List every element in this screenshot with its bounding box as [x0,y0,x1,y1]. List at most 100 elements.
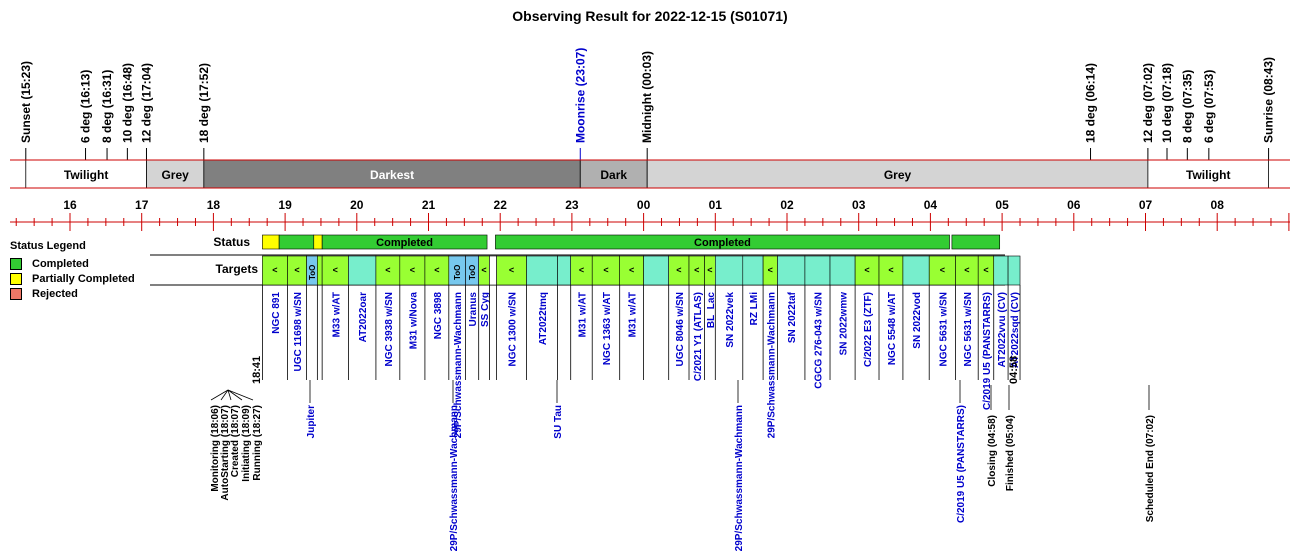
target-mark: < [294,265,299,275]
target-mark: < [603,265,608,275]
hour-tick-label: 08 [1211,198,1225,212]
hour-tick-label: 21 [422,198,436,212]
hour-tick-label: 18 [207,198,221,212]
bottom-event-label: 29P/Schwassmann-Wachmann [449,405,460,551]
target-block [399,255,426,286]
legend-swatch [10,287,22,300]
target-block [489,255,497,286]
targets-row-label: Targets [216,262,259,276]
target-name: CGCG 276-043 w/SN [813,292,824,389]
status-block [262,234,280,250]
status-row-label: Status [213,235,250,249]
hour-tick-label: 03 [852,198,866,212]
target-name: NGC 1300 w/SN [508,292,519,366]
hour-axis: 16 17 18 19 20 21 22 23 00 01 02 03 04 05 06 07 08 [10,198,1290,231]
status-legend: Status Legend Completed Partially Complet… [10,240,160,301]
target-name: M31 w/AT [577,292,588,337]
sky-event-label: 6 deg (07:53) [1202,70,1216,143]
target-block [993,255,1009,286]
target-block [902,255,930,286]
target-name: AT2022tmq [538,292,549,345]
sky-event-label: 8 deg (07:35) [1180,70,1194,143]
legend-title: Status Legend [10,240,86,252]
target-too-mark: ToO [308,265,317,280]
target-mark: < [983,265,988,275]
sky-event-label: Sunset (15:23) [19,61,33,143]
target-mark: < [964,265,969,275]
target-block [321,255,349,286]
legend-swatch [10,257,22,270]
target-name: SS Cyg [480,292,491,327]
target-name: C/2019 U5 (PANSTARRS) [982,292,993,410]
target-mark: < [694,265,699,275]
bottom-event-label: SU Tau [553,405,564,439]
bottom-event-label: Jupiter [306,405,317,438]
target-mark: < [410,265,415,275]
target-mark: < [481,265,486,275]
bottom-event-label: Running (18:27) [252,405,263,481]
sky-band [203,159,581,189]
target-name: AT2022oar [358,292,369,343]
target-name: NGC 5631 w/SN [938,292,949,366]
target-mark: < [940,265,945,275]
start-time-label: 18:41 [251,356,263,384]
status-block [321,234,488,250]
target-block [557,255,572,286]
target-mark: < [509,265,514,275]
target-name: M31 w/AT [628,292,639,337]
target-name: RZ LMi [749,292,760,326]
target-too-mark: ToO [468,265,477,280]
target-mark: < [864,265,869,275]
hour-tick-label: 20 [350,198,364,212]
target-mark: < [768,265,773,275]
target-name: 29P/Schwassmann-Wachmann [766,292,777,438]
sky-condition-bands: Twilight Grey Darkest Dark Grey Twilight [10,159,1290,189]
target-too-mark: ToO [453,265,462,280]
target-block [262,255,288,286]
target-name: SN 2022wmw [839,292,850,356]
target-name: SN 2022taf [787,291,798,343]
legend-items: Completed Partially Completed Rejected [10,256,160,301]
sky-event-label: 8 deg (16:31) [100,70,114,143]
hour-tick-label: 06 [1067,198,1081,212]
bottom-event-label: Created (18:07) [230,405,241,477]
status-row: Completed Completed [150,234,1005,256]
bottom-event-connector [227,389,232,401]
bottom-event-label: C/2019 U5 (PANSTARRS) [956,405,967,523]
target-mark: < [579,265,584,275]
bottom-event-connector [227,389,254,401]
sky-event-label: Midnight (00:03) [640,51,654,143]
hour-tick-label: 00 [637,198,651,212]
target-mark: < [385,265,390,275]
target-block [317,255,323,286]
status-block [951,234,1001,250]
target-name: UGC 8046 w/SN [675,292,686,366]
target-name: UGC 11698 w/SN [293,292,304,371]
legend-item: Partially Completed [10,271,160,286]
target-name: NGC 3938 w/SN [384,292,395,366]
targets-row: < < ToO < < < < ToO ToO < < < < < < < < < < < < < < [150,255,1021,286]
sky-event-label: 18 deg (17:52) [197,63,211,143]
target-mark: < [629,265,634,275]
hour-tick-label: 07 [1139,198,1153,212]
legend-swatch [10,272,22,285]
target-name: NGC 3898 [433,292,444,340]
target-block [1007,255,1021,286]
legend-item: Rejected [10,286,160,301]
bottom-event-connector [227,389,243,401]
target-name: NGC 1363 w/AT [602,292,613,365]
status-block [313,234,323,250]
hour-tick-label: 05 [995,198,1009,212]
target-name: SN 2022vod [912,292,923,349]
status-block-label: Completed [694,237,751,249]
sky-event-label: Moonrise (23:07) [573,48,587,143]
sky-event-label: 12 deg (17:04) [139,63,153,143]
target-name: M31 w/Nova [408,292,419,350]
sky-band-label: Grey [161,168,189,182]
legend-label: Rejected [32,287,78,300]
target-name: Uranus [468,292,479,327]
target-block [714,255,744,286]
hour-tick-label: 04 [924,198,938,212]
target-mark: < [434,265,439,275]
